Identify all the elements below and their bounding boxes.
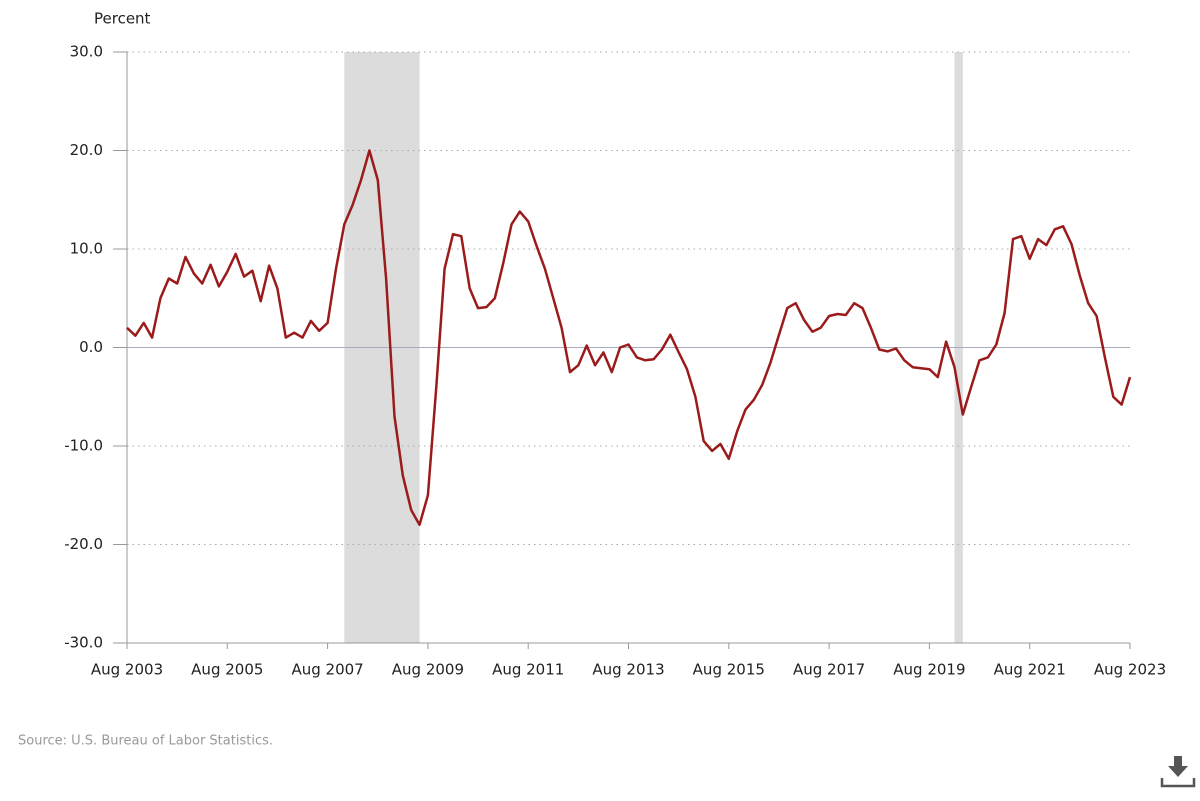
x-tick-label: Aug 2003 (91, 661, 163, 679)
grid-layer (113, 51, 1131, 649)
y-axis-label: Percent (94, 10, 151, 28)
x-tick-label: Aug 2013 (592, 661, 664, 679)
y-tick-label: 0.0 (79, 338, 103, 356)
x-tick-label: Aug 2019 (893, 661, 965, 679)
y-tick-label: 20.0 (70, 141, 103, 159)
x-tick-label: Aug 2011 (492, 661, 564, 679)
x-tick-label: Aug 2021 (994, 661, 1066, 679)
x-tick-label: Aug 2015 (693, 661, 765, 679)
data-line (126, 149, 1132, 527)
x-tick-label: Aug 2023 (1094, 661, 1166, 679)
x-tick-label: Aug 2009 (392, 661, 464, 679)
x-tick-label: Aug 2007 (291, 661, 363, 679)
source: Source: U.S. Bureau of Labor Statistics. (18, 734, 273, 749)
y-tick-label: -30.0 (64, 634, 103, 652)
y-tick-label: -20.0 (64, 535, 103, 553)
y-tick-label: 10.0 (70, 240, 103, 258)
y-tick-label: 30.0 (70, 43, 103, 61)
download-icon[interactable] (1160, 756, 1196, 788)
y-tick-label: -10.0 (64, 437, 103, 455)
x-tick-label: Aug 2005 (191, 661, 263, 679)
x-tick-label: Aug 2017 (793, 661, 865, 679)
